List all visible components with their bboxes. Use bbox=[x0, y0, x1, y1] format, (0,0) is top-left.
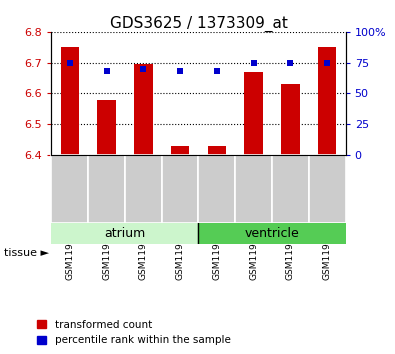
Point bbox=[324, 60, 330, 65]
FancyBboxPatch shape bbox=[88, 155, 125, 223]
Bar bbox=[318, 47, 337, 155]
Point bbox=[287, 60, 293, 65]
Point bbox=[67, 60, 73, 65]
Legend: transformed count, percentile rank within the sample: transformed count, percentile rank withi… bbox=[37, 320, 230, 345]
FancyBboxPatch shape bbox=[162, 155, 198, 223]
Text: atrium: atrium bbox=[104, 227, 145, 240]
FancyBboxPatch shape bbox=[272, 155, 309, 223]
FancyBboxPatch shape bbox=[51, 155, 88, 223]
Point bbox=[250, 60, 257, 65]
Title: GDS3625 / 1373309_at: GDS3625 / 1373309_at bbox=[109, 16, 288, 32]
Bar bbox=[245, 72, 263, 155]
Bar bbox=[97, 99, 116, 155]
Bar bbox=[198, 223, 346, 244]
FancyBboxPatch shape bbox=[309, 155, 346, 223]
Point bbox=[103, 68, 110, 74]
Bar bbox=[208, 146, 226, 155]
Bar bbox=[60, 47, 79, 155]
FancyBboxPatch shape bbox=[235, 155, 272, 223]
FancyBboxPatch shape bbox=[198, 155, 235, 223]
Text: tissue ►: tissue ► bbox=[4, 248, 49, 258]
Bar bbox=[134, 64, 152, 155]
Point bbox=[140, 66, 147, 72]
Point bbox=[177, 68, 183, 74]
Point bbox=[214, 68, 220, 74]
Bar bbox=[51, 223, 198, 244]
FancyBboxPatch shape bbox=[125, 155, 162, 223]
Bar bbox=[171, 146, 189, 155]
Bar bbox=[281, 84, 300, 155]
Text: ventricle: ventricle bbox=[245, 227, 299, 240]
